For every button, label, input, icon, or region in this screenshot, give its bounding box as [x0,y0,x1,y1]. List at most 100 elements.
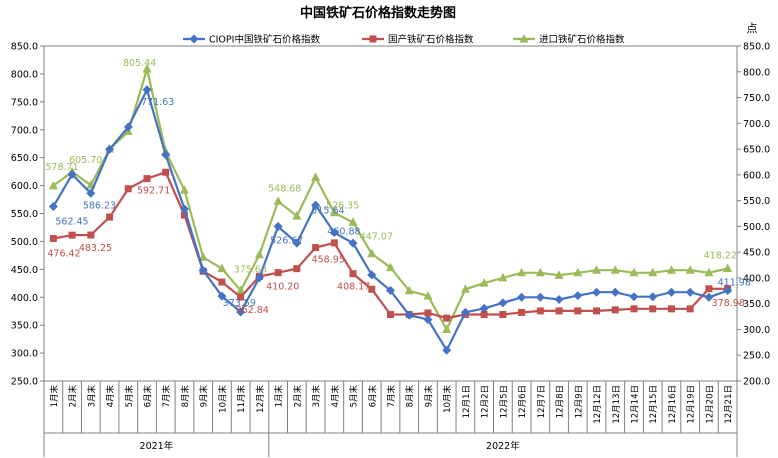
category-label: 2月末 [68,385,79,408]
data-point [404,310,414,320]
data-point [404,285,414,295]
data-point [189,34,199,44]
data-point [649,305,657,313]
data-label: 562.45 [55,217,88,228]
data-point [610,287,620,297]
data-point [723,263,733,273]
data-point [329,228,339,238]
data-point [368,285,376,293]
data-point [348,217,358,226]
data-label: 373.59 [223,298,256,309]
data-point [161,150,171,160]
data-point [498,298,508,308]
data-point [610,265,620,274]
left-axis-tick-label: 550.0 [11,209,38,220]
right-axis-tick-label: 600.0 [743,170,770,181]
category-label: 12月19日 [687,385,697,424]
data-point [423,315,433,325]
data-label: 586.23 [83,200,116,211]
data-point [442,345,452,355]
data-point [705,285,713,293]
data-point [236,307,246,317]
category-label: 12月2日 [481,385,491,418]
data-point [704,292,714,302]
data-label: 460.88 [327,227,360,238]
data-point [179,204,189,214]
data-label: 483.25 [79,243,112,254]
left-axis-tick-label: 600.0 [11,181,38,192]
data-label: 605.70 [69,155,102,166]
data-point [292,238,302,248]
category-label: 7月末 [161,385,172,408]
data-point [48,180,58,190]
left-axis-tick-label: 700.0 [11,125,38,136]
category-label: 8月末 [180,385,191,408]
data-point [423,290,433,300]
data-label: 526.35 [326,200,359,211]
data-label: 771.63 [141,97,174,108]
data-point [198,252,208,261]
data-point [574,307,582,315]
right-axis-tick-label: 800.0 [743,67,770,78]
right-axis-tick-label: 200.0 [743,377,770,388]
category-label: 3月末 [86,385,97,408]
data-point [498,272,508,282]
data-label: 378.98 [712,298,745,309]
data-point [48,202,58,212]
data-point [367,270,377,280]
category-label: 9月末 [199,385,210,408]
right-axis-tick-label: 250.0 [743,351,770,362]
data-point [685,265,695,274]
category-label: 6月末 [367,385,378,408]
right-axis-tick-label: 350.0 [743,299,770,310]
data-point [123,122,133,132]
data-point [554,294,564,304]
data-point [479,278,489,287]
data-point [237,293,245,301]
category-label: 11月末 [236,385,247,413]
legend-label: 进口铁矿石价格指数 [539,34,625,46]
data-point [254,249,264,259]
data-point [349,270,357,278]
data-point [367,248,377,258]
data-point [386,286,395,296]
category-label: 8月末 [405,385,416,408]
data-point [180,211,188,219]
data-point [442,324,452,333]
category-label: 2月末 [292,385,303,408]
data-point [666,287,676,297]
right-axis-unit: 点 [747,22,758,35]
category-label: 10月末 [442,385,453,413]
data-point [218,278,226,286]
data-point [554,270,564,279]
data-point [611,306,619,314]
data-point [648,292,658,302]
right-axis-tick-label: 700.0 [743,119,770,130]
data-label: 515.64 [311,206,344,217]
left-axis-tick-label: 450.0 [11,265,38,276]
data-label: 410.20 [266,282,299,293]
data-label: 476.42 [47,249,80,260]
category-label: 12月14日 [630,385,640,424]
category-label: 4月末 [330,385,341,408]
category-label: 12月16日 [668,385,678,424]
data-point [519,34,529,43]
data-point [648,267,658,277]
data-point [479,303,489,313]
data-point [274,269,282,277]
left-axis-tick-label: 300.0 [11,349,38,360]
axes: 250.0 300.0 350.0 400.0 450.0 500.0 550.0 600.0… [11,42,770,457]
legend-entry-0: CIOPI中国铁矿石价格指数 [183,34,320,46]
data-label: 548.68 [268,183,301,194]
data-point [369,35,377,43]
left-axis-tick-label: 800.0 [11,69,38,80]
data-point [217,291,227,301]
category-label: 12月21日 [724,385,734,424]
data-point [685,287,695,297]
data-point [424,309,432,317]
left-axis-tick-label: 500.0 [11,237,38,248]
category-label: 12月1日 [462,385,472,418]
data-point [273,196,283,205]
data-point [236,285,246,294]
